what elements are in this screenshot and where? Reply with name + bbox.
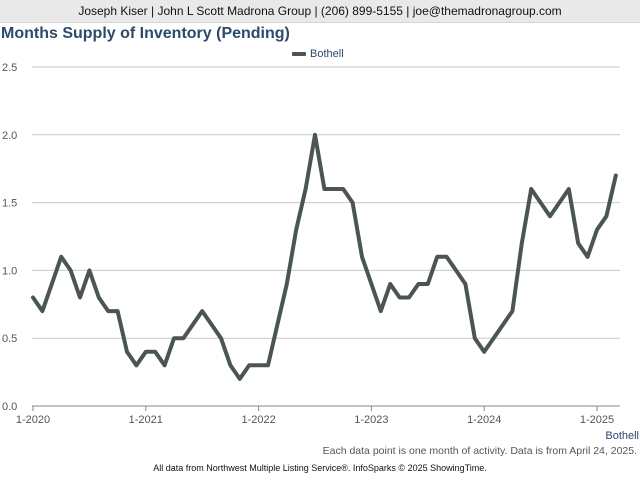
y-tick-label: 0.0: [2, 401, 17, 413]
x-tick-label: 1-2024: [467, 414, 501, 426]
y-tick-label: 0.5: [2, 333, 17, 345]
data-source-footer: All data from Northwest Multiple Listing…: [153, 463, 487, 473]
agent-contact-header: Joseph Kiser | John L Scott Madrona Grou…: [0, 0, 640, 23]
series-line-bothell: [31, 132, 618, 381]
x-tick-label: 1-2021: [129, 414, 163, 426]
y-tick-label: 1.0: [2, 265, 17, 277]
legend-swatch-bothell: [292, 52, 306, 56]
x-tick-label: 1-2025: [580, 414, 614, 426]
y-tick-label: 2.0: [2, 130, 17, 142]
legend: Bothell: [292, 46, 344, 62]
y-tick-label: 2.5: [2, 62, 17, 74]
y-tick-label: 1.5: [2, 198, 17, 210]
x-tick-label: 1-2020: [16, 414, 50, 426]
data-note: Each data point is one month of activity…: [322, 445, 637, 457]
chart-title: Months Supply of Inventory (Pending): [1, 25, 290, 42]
grid-lines: [32, 66, 620, 339]
axes: [32, 405, 620, 411]
tick-labels: 0.0 0.5 1.0 1.5 2.0 2.5 1-2020 1-2021 1-2022 1-20…: [2, 62, 639, 442]
x-tick-label: 1-2022: [241, 414, 275, 426]
series-end-label: Bothell: [605, 430, 639, 442]
legend-label-bothell: Bothell: [310, 48, 344, 60]
x-tick-label: 1-2023: [354, 414, 388, 426]
series-bothell: [31, 132, 618, 381]
